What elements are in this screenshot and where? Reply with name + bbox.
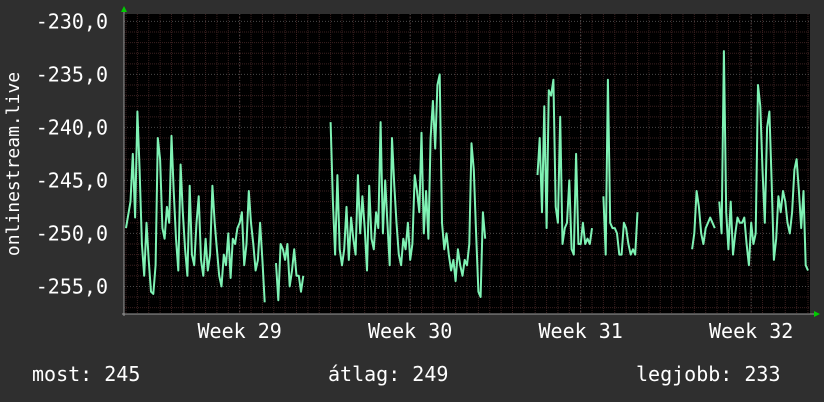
series-line xyxy=(125,50,809,303)
axes xyxy=(121,6,820,317)
x-tick-label: Week 30 xyxy=(368,319,452,343)
series-segment xyxy=(691,190,716,250)
x-tick-label: Week 29 xyxy=(198,319,282,343)
y-tick-label: -250,0 xyxy=(36,221,108,245)
series-segment xyxy=(536,78,593,256)
series-segment xyxy=(275,243,305,302)
stat-average: átlag: 249 xyxy=(328,362,449,386)
y-tick-label: -230,0 xyxy=(36,9,108,33)
series-segment xyxy=(602,78,639,256)
x-tick-labels: Week 29 Week 30 Week 31 Week 32 xyxy=(198,319,794,343)
y-tick-label: -240,0 xyxy=(36,115,108,139)
series-segment xyxy=(125,110,266,303)
x-tick-label: Week 31 xyxy=(539,319,623,343)
y-axis-label: onlinestream.live xyxy=(3,72,24,256)
minor-gridlines xyxy=(124,14,810,314)
stat-best: legjobb: 233 xyxy=(636,362,781,386)
series-segment xyxy=(329,73,487,298)
major-gridlines xyxy=(124,14,810,314)
x-tick-label: Week 32 xyxy=(709,319,793,343)
y-tick-label: -245,0 xyxy=(36,168,108,192)
y-tick-labels: -230,0 -235,0 -240,0 -245,0 -250,0 -255,0 xyxy=(36,9,108,298)
x-axis-arrow xyxy=(814,311,820,317)
y-tick-label: -255,0 xyxy=(36,274,108,298)
y-tick-label: -235,0 xyxy=(36,62,108,86)
stat-current: most: 245 xyxy=(32,362,141,386)
series-segment xyxy=(718,50,809,271)
y-axis-arrow xyxy=(121,6,127,12)
